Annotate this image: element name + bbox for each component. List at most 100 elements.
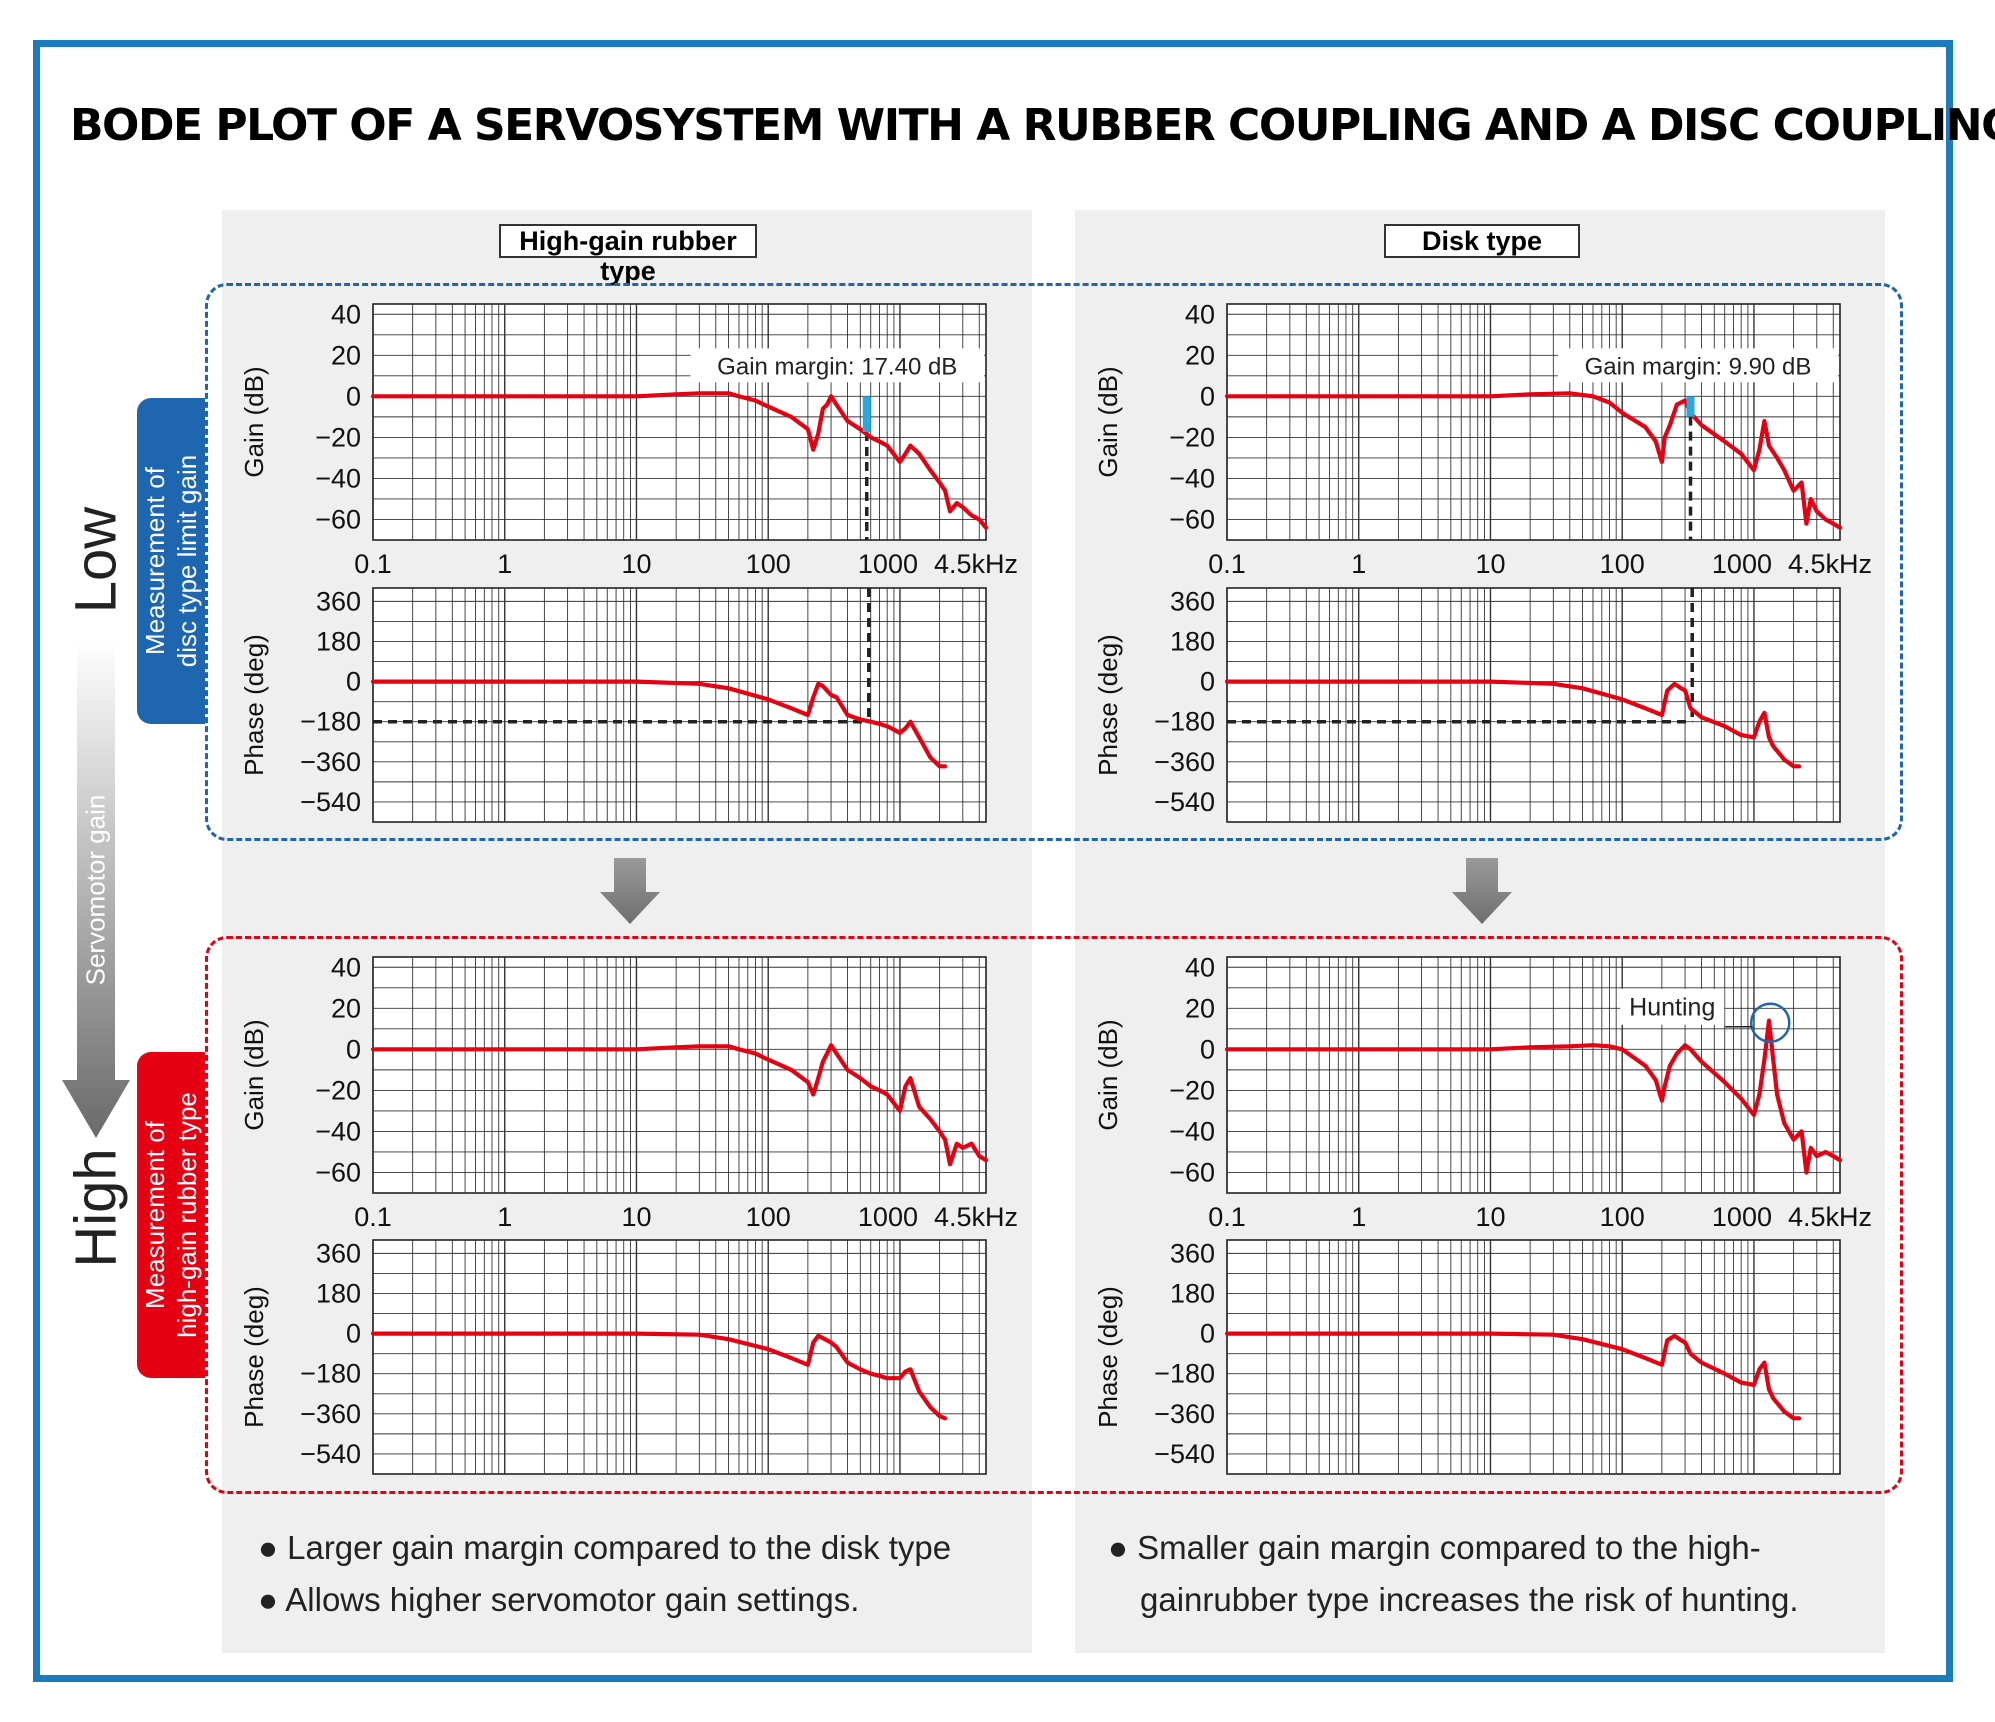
right-column-title: Disk type	[1384, 224, 1580, 258]
rubber_low_gain-curve	[370, 391, 989, 530]
left-bullet-2: ● Allows higher servomotor gain settings…	[258, 1581, 860, 1618]
phase-tick-label: −540	[300, 1439, 361, 1469]
freq-tick-label: 0.1	[354, 1202, 392, 1232]
phase-tick-label: 180	[316, 1278, 361, 1308]
freq-tick-label: 4.5kHz	[934, 549, 1018, 579]
gain-tick-label: 20	[331, 993, 361, 1023]
left-bullet-2-text: Allows higher servomotor gain settings.	[285, 1581, 860, 1618]
phase-tick-label: 180	[316, 626, 361, 656]
disk_high_gain-curve	[1224, 1018, 1843, 1175]
gain-tick-label: 20	[1185, 340, 1215, 370]
phase-tick-label: −360	[1154, 747, 1215, 777]
phase-tick-label: −180	[1154, 707, 1215, 737]
blue-group-tab: Measurement of disc type limit gain	[137, 398, 205, 724]
phase-axis-label: Phase (deg)	[239, 1286, 269, 1428]
phase-tick-label: 0	[346, 1319, 361, 1349]
gain-tick-label: −40	[315, 1116, 361, 1146]
hunting-label: Hunting	[1629, 994, 1715, 1022]
rubber_low_phase-curve	[370, 679, 948, 769]
gain-tick-label: −60	[1169, 1157, 1215, 1187]
gain-tick-label: 40	[1185, 952, 1215, 982]
freq-tick-label: 10	[1475, 1202, 1505, 1232]
freq-tick-label: 1	[497, 1202, 512, 1232]
gain-margin-marker	[862, 396, 871, 433]
freq-tick-label: 4.5kHz	[934, 1202, 1018, 1232]
phase-tick-label: −540	[1154, 787, 1215, 817]
freq-tick-label: 100	[746, 549, 791, 579]
gain-margin-label-bg	[1558, 348, 1838, 383]
freq-tick-label: 1000	[1712, 549, 1772, 579]
gain-tick-label: −40	[1169, 463, 1215, 493]
freq-tick-label: 0.1	[1208, 1202, 1246, 1232]
freq-tick-label: 10	[621, 549, 651, 579]
gain-margin-label: Gain margin: 17.40 dB	[717, 353, 957, 380]
rubber_high-panel: 40 20 0 −20 −40 −60 0.1 1 10 100 1000 4.5kHz Gain (d…	[239, 952, 1018, 1475]
disk_low-panel: 40 20 0 −20 −40 −60 0.1 1 10 100 1000 4.5kHz Gain (d…	[1093, 299, 1872, 823]
phase-axis-label: Phase (deg)	[1093, 1286, 1123, 1428]
phase-tick-label: −360	[300, 1399, 361, 1429]
left-bullet-1: ● Larger gain margin compared to the dis…	[258, 1529, 952, 1566]
disk_high_phase-curve	[1224, 1331, 1802, 1421]
phase-tick-label: 360	[316, 586, 361, 616]
gain-axis-label: Gain (dB)	[239, 366, 269, 477]
rubber_low-panel: 40 20 0 −20 −40 −60 0.1 1 10 100 1000 4.5kHz Gain (d…	[239, 299, 1018, 823]
red-group-box	[205, 936, 1903, 1494]
left-bullets: ● Larger gain margin compared to the dis…	[258, 1522, 951, 1626]
gain-tick-label: 40	[331, 299, 361, 329]
phase-tick-label: 0	[1200, 667, 1215, 697]
disk_high-panel: 40 20 0 −20 −40 −60 0.1 1 10 100 1000 4.5kHz Gain (d…	[1093, 952, 1872, 1475]
freq-tick-label: 4.5kHz	[1788, 1202, 1872, 1232]
rubber_high_phase-curve	[370, 1331, 948, 1421]
disk_low_phase-curve	[1224, 679, 1802, 769]
gain-tick-label: 20	[1185, 993, 1215, 1023]
blue-group-box	[205, 283, 1903, 841]
left-bullet-1-text: Larger gain margin compared to the disk …	[287, 1529, 952, 1566]
gain-tick-label: 40	[331, 952, 361, 982]
freq-tick-label: 1000	[858, 549, 918, 579]
freq-tick-label: 10	[621, 1202, 651, 1232]
red-group-tab: Measurement of high-gain rubber type	[137, 1052, 205, 1378]
phase-tick-label: −360	[300, 747, 361, 777]
freq-tick-label: 4.5kHz	[1788, 549, 1872, 579]
phase-tick-label: 360	[1170, 586, 1215, 616]
gain-tick-label: −60	[315, 1157, 361, 1187]
gain-tick-label: −20	[1169, 422, 1215, 452]
freq-tick-label: 10	[1475, 549, 1505, 579]
freq-tick-label: 0.1	[354, 549, 392, 579]
phase-tick-label: −180	[1154, 1359, 1215, 1389]
outer-frame	[33, 40, 1953, 1682]
gain-tick-label: −60	[1169, 504, 1215, 534]
freq-tick-label: 1	[497, 549, 512, 579]
gain-axis-label: Gain (dB)	[1093, 366, 1123, 477]
freq-tick-label: 0.1	[1208, 549, 1246, 579]
hunting-circle	[1750, 1002, 1791, 1043]
right-bullet-1-text: Smaller gain margin compared to the high…	[1137, 1529, 1761, 1566]
gain-tick-label: 0	[1200, 1034, 1215, 1064]
gain-tick-label: 0	[1200, 381, 1215, 411]
gain-tick-label: 0	[346, 1034, 361, 1064]
freq-tick-label: 1000	[858, 1202, 918, 1232]
right-bullet-1-cont: gainrubber type increases the risk of hu…	[1108, 1574, 1799, 1626]
freq-tick-label: 100	[1600, 549, 1645, 579]
page-title: BODE PLOT OF A SERVOSYSTEM WITH A RUBBER…	[70, 100, 1995, 151]
gain-tick-label: −20	[1169, 1075, 1215, 1105]
gain-tick-label: 20	[331, 340, 361, 370]
right-bullets: ● Smaller gain margin compared to the hi…	[1108, 1522, 1799, 1626]
phase-tick-label: 360	[1170, 1238, 1215, 1268]
right-bullet-1: ● Smaller gain margin compared to the hi…	[1108, 1529, 1761, 1566]
right-bullet-1-cont-text: gainrubber type increases the risk of hu…	[1140, 1581, 1799, 1618]
down-arrow-right	[1452, 858, 1512, 924]
freq-tick-label: 100	[1600, 1202, 1645, 1232]
freq-tick-label: 1	[1351, 1202, 1366, 1232]
gain-margin-marker	[1686, 396, 1695, 417]
phase-tick-label: 0	[346, 667, 361, 697]
gain-axis-label: Gain (dB)	[239, 1019, 269, 1130]
gain-tick-label: −20	[315, 422, 361, 452]
gain-axis-label: Gain (dB)	[1093, 1019, 1123, 1130]
gain-tick-label: 40	[1185, 299, 1215, 329]
freq-tick-label: 100	[746, 1202, 791, 1232]
gain-tick-label: 0	[346, 381, 361, 411]
gain-tick-label: −40	[1169, 1116, 1215, 1146]
gain-tick-label: −40	[315, 463, 361, 493]
phase-tick-label: 0	[1200, 1319, 1215, 1349]
